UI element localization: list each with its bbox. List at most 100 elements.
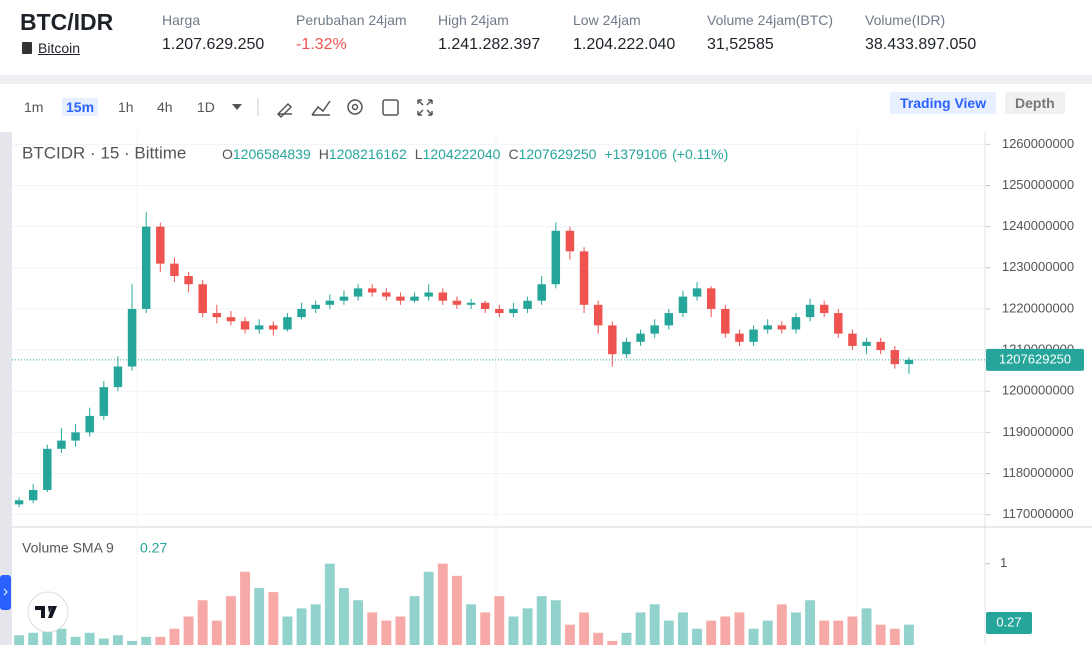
volume-bar (875, 624, 886, 645)
coin-link[interactable]: Bitcoin (21, 40, 81, 56)
candle-body (706, 288, 716, 309)
dropdown[interactable] (232, 104, 242, 110)
stat: High 24jam 1.241.282.397 (438, 12, 540, 54)
candle-body (254, 325, 264, 330)
save-icon[interactable] (382, 99, 399, 116)
interval-button[interactable]: 15m (62, 98, 99, 116)
interval-button[interactable]: 1D (197, 99, 215, 115)
candle-body (156, 226, 165, 264)
candle-body (551, 230, 561, 285)
candle-body (636, 333, 645, 342)
y-tick-label: 1190000000 (1002, 424, 1073, 439)
ohlc-part: C (508, 146, 518, 162)
volume-bar (70, 636, 81, 645)
ohlc-part: 1208216162 (329, 146, 407, 162)
draw-icon[interactable] (276, 102, 293, 119)
depth-tab[interactable]: Depth (1005, 92, 1065, 114)
volume-bar (903, 624, 914, 645)
candle-body (678, 296, 688, 314)
candle-body (396, 296, 405, 301)
candle-body (226, 317, 236, 322)
candle-body (339, 296, 349, 301)
candle-body (424, 292, 433, 297)
indicator-icon[interactable] (311, 100, 331, 116)
stat: Volume 24jam(BTC) 31,52585 (707, 12, 833, 54)
fullscreen-icon[interactable] (417, 99, 433, 116)
candle-body (480, 302, 490, 309)
volume-bar (225, 596, 236, 645)
volume-bar (14, 635, 25, 645)
ohlc-part: 1207629250 (519, 146, 597, 162)
volume-bar (593, 632, 604, 645)
interval-button[interactable]: 4h (157, 99, 173, 115)
stat-value: 38.433.897.050 (865, 36, 977, 53)
ohlc-part: +1379106 (604, 146, 667, 162)
candle-body (57, 440, 66, 449)
interval-button[interactable]: 1h (118, 99, 134, 115)
volume-bar (240, 571, 251, 645)
candle-body (819, 304, 829, 314)
y-tick-label: 1200000000 (1002, 383, 1074, 398)
volume-bar (536, 596, 547, 645)
volume-bar (254, 588, 265, 645)
last-price-label: 1207629250 (999, 351, 1071, 366)
candle-body (297, 308, 306, 318)
stat-label: Volume 24jam(BTC) (707, 12, 834, 28)
candle-body (212, 313, 222, 318)
volume-bar (847, 616, 858, 645)
candle-body (565, 230, 575, 252)
volume-tick-label: 1 (1000, 555, 1007, 570)
ohlc-part: O (222, 146, 233, 162)
volume-bar (169, 628, 180, 645)
interval-button[interactable]: 1m (24, 99, 44, 115)
candle-body (141, 226, 151, 309)
left-strip (0, 132, 12, 645)
volume-bar (861, 608, 872, 645)
expand-button[interactable] (0, 575, 11, 610)
volume-bar (353, 600, 364, 645)
settings-icon[interactable] (347, 99, 363, 115)
candle-body (593, 304, 603, 326)
candle-body (325, 300, 335, 305)
pair: BTC/IDR (20, 9, 114, 35)
candle-body (777, 325, 787, 330)
candle-body (848, 333, 857, 346)
volume-bar (522, 608, 533, 645)
y-tick-label: 1260000000 (1002, 136, 1074, 151)
volume-bar (466, 604, 477, 645)
volume-bar (889, 628, 900, 645)
volume-bar (790, 612, 801, 645)
ohlc-part: (+0.11%) (672, 146, 728, 162)
volume-bar (579, 612, 590, 645)
stat: Perubahan 24jam -1.32% (296, 12, 407, 54)
trading-view-tab[interactable]: Trading View (890, 92, 997, 114)
volume-bar (197, 600, 208, 645)
candle-body (692, 288, 702, 297)
volume-bar (734, 612, 745, 645)
candle-body (763, 325, 772, 330)
candle-body (28, 489, 38, 501)
candle-body (721, 308, 730, 334)
volume-bar (649, 604, 660, 645)
y-tick-label: 1220000000 (1002, 300, 1074, 315)
candle-body (14, 500, 24, 505)
candle-body (862, 341, 871, 346)
volume-bar (367, 612, 378, 645)
candle-body (170, 263, 179, 277)
candle-body (509, 308, 518, 314)
stat-value: 1.204.222.040 (573, 36, 676, 53)
chart: 1170000000 1180000000 1190000000 1200000000… (0, 132, 1092, 645)
candle-body (466, 302, 476, 305)
volume-bar (805, 600, 816, 645)
volume-bar (381, 620, 392, 645)
candle-body (523, 300, 532, 309)
volume-bar (692, 628, 703, 645)
volume-bar (310, 604, 321, 645)
candle-body (622, 341, 631, 355)
candle-body (834, 313, 843, 334)
candle-body (85, 415, 94, 433)
ohlc-legend: O1206584839 H1208216162 L1204222040 C120762… (222, 146, 728, 162)
stat-value: 31,52585 (707, 36, 774, 53)
tv-logo[interactable] (27, 591, 69, 633)
y-tick-label: 1240000000 (1002, 218, 1074, 233)
